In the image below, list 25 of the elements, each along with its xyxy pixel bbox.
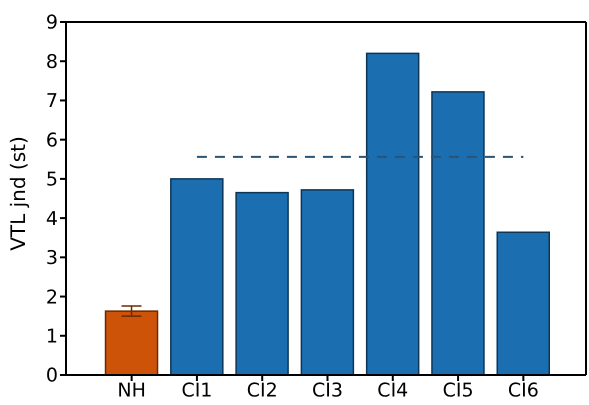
y-tick-label: 2 — [46, 286, 58, 308]
bar — [104, 310, 158, 375]
y-tick-label: 4 — [46, 208, 58, 230]
bar — [300, 189, 354, 375]
x-tick-label: CI2 — [246, 379, 278, 402]
x-tick-label: CI5 — [442, 379, 474, 402]
y-tick-label: 9 — [46, 12, 58, 34]
bar — [366, 52, 420, 375]
y-tick-label: 7 — [46, 90, 58, 112]
x-tick-label: CI3 — [312, 379, 343, 402]
bar — [431, 91, 485, 375]
bar — [496, 231, 550, 375]
x-tick-label: CI6 — [508, 379, 539, 402]
y-tick-label: 5 — [46, 168, 58, 191]
y-axis-title: VTL jnd (st) — [6, 136, 30, 251]
bar — [235, 192, 289, 375]
y-tick-label: 1 — [46, 326, 58, 348]
x-tick-label: NH — [117, 379, 146, 402]
y-tick-label: 8 — [46, 50, 58, 73]
bar — [170, 178, 224, 375]
y-tick-label: 3 — [46, 247, 58, 270]
x-tick-label: CI1 — [181, 379, 212, 402]
y-tick-label: 0 — [46, 364, 58, 387]
x-tick-label: CI4 — [377, 379, 408, 402]
y-tick-label: 6 — [46, 129, 58, 152]
